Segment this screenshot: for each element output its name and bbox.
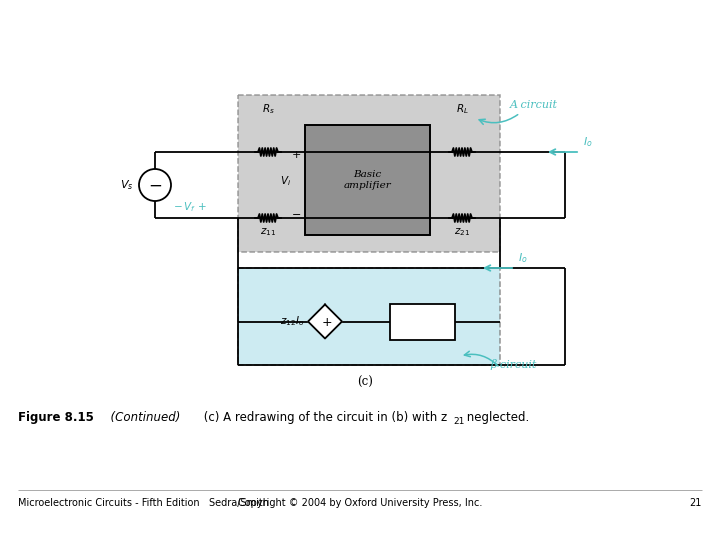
Text: (c): (c)	[357, 375, 373, 388]
Bar	[390, 303, 455, 340]
Text: +: +	[292, 150, 301, 160]
Text: $z_{11}$: $z_{11}$	[260, 226, 276, 238]
Text: $-\,V_f\,+$: $-\,V_f\,+$	[173, 200, 207, 214]
Text: 21: 21	[690, 498, 702, 508]
Text: (Continued): (Continued)	[103, 411, 181, 424]
Text: (c) A redrawing of the circuit in (b) with z: (c) A redrawing of the circuit in (b) wi…	[200, 411, 447, 424]
Text: neglected.: neglected.	[463, 411, 529, 424]
Text: Basic
amplifier: Basic amplifier	[343, 170, 392, 190]
Text: −: −	[292, 210, 301, 220]
Text: Figure 8.15: Figure 8.15	[18, 411, 94, 424]
Text: Copyright © 2004 by Oxford University Press, Inc.: Copyright © 2004 by Oxford University Pr…	[238, 498, 482, 508]
Bar	[238, 95, 500, 252]
Text: β circuit: β circuit	[490, 360, 536, 370]
Text: Microelectronic Circuits - Fifth Edition   Sedra/Smith: Microelectronic Circuits - Fifth Edition…	[18, 498, 269, 508]
Circle shape	[139, 169, 171, 201]
Text: A circuit: A circuit	[510, 100, 558, 110]
Text: 21: 21	[453, 416, 464, 426]
Text: $I_o$: $I_o$	[583, 135, 593, 149]
Bar	[238, 268, 500, 365]
Bar	[305, 125, 430, 235]
Text: $z_{12}I_o$: $z_{12}I_o$	[280, 315, 304, 328]
Text: +: +	[322, 316, 333, 329]
Text: $R_L$: $R_L$	[456, 102, 469, 116]
Text: −: −	[148, 178, 162, 194]
Text: $R_s$: $R_s$	[261, 102, 274, 116]
Polygon shape	[308, 305, 342, 339]
Text: $I_o$: $I_o$	[518, 251, 528, 265]
Text: $z_{21}$: $z_{21}$	[454, 226, 470, 238]
Text: $V_s$: $V_s$	[120, 178, 133, 192]
Text: $V_i$: $V_i$	[280, 174, 291, 188]
